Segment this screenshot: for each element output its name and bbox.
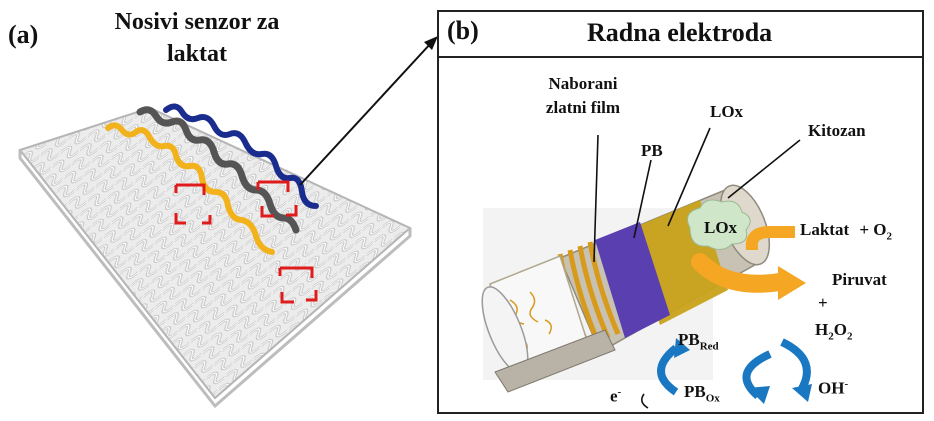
connector-arrowhead xyxy=(424,36,438,50)
pb-ox-text: PB xyxy=(684,382,706,401)
pb-red-sub: Red xyxy=(699,340,719,353)
lox-blob xyxy=(687,199,751,250)
redox-arrowhead-1 xyxy=(674,338,690,358)
pb-ox-sub: Ox xyxy=(705,392,720,405)
pb-layer xyxy=(595,222,670,338)
label-lactate: Laktat xyxy=(800,220,850,239)
marker-3 xyxy=(278,266,318,304)
lactate-arrow xyxy=(745,226,795,250)
redox-far-arc xyxy=(780,338,811,395)
electrode-markers xyxy=(174,180,318,304)
electron-sup: - xyxy=(617,386,622,398)
panel-a-letter: (a) xyxy=(8,20,39,49)
label-h2o2: H2O2 xyxy=(815,320,852,342)
redox-arrowhead-3 xyxy=(792,384,812,402)
label-lox-top: LOx xyxy=(710,102,744,121)
dark-thread xyxy=(136,106,300,234)
oh-sup: - xyxy=(844,378,849,390)
h2o2-sub1: 2 xyxy=(828,330,834,343)
marker-2 xyxy=(256,180,298,218)
electron-arrow xyxy=(640,393,649,409)
pyruvate-arrowhead xyxy=(778,266,806,300)
label-pb-red: PBRed xyxy=(678,330,719,352)
leader-lines xyxy=(593,127,801,263)
label-pb-ox: PBOx xyxy=(684,382,720,404)
h2o2-o: O xyxy=(833,320,847,339)
redox-left-arc xyxy=(657,344,679,396)
panel-b-header xyxy=(439,12,922,58)
h2o2-h: H xyxy=(815,320,829,339)
fabric-edge xyxy=(18,150,412,409)
label-pb: PB xyxy=(641,141,663,160)
label-o2-sub: 2 xyxy=(886,230,893,243)
panel-b-title: Radna elektroda xyxy=(587,18,773,47)
redox-arrowhead-2 xyxy=(748,386,770,404)
connector-arrow xyxy=(299,41,433,186)
label-lox-blob: LOx xyxy=(704,218,738,237)
label-lactate-reaction: Laktat + O2 xyxy=(800,220,892,242)
oh-text: OH xyxy=(818,378,845,398)
pyruvate-arrow xyxy=(691,253,789,293)
panel-b-frame xyxy=(437,10,924,414)
label-pyruvate: Piruvat xyxy=(832,270,887,289)
label-chitosan: Kitozan xyxy=(808,121,866,140)
blue-thread xyxy=(163,103,319,209)
marker-1 xyxy=(174,183,212,225)
panel-a-title: Nosivi senzor za laktat xyxy=(114,9,280,67)
pb-red-text: PB xyxy=(678,330,700,349)
electron-text: e xyxy=(610,386,618,406)
panel-b-letter: (b) xyxy=(447,16,479,45)
h2o2-sub2: 2 xyxy=(846,330,853,343)
base-rod xyxy=(494,329,616,393)
label-plus: + xyxy=(818,293,828,312)
label-gold-film: Naborani zlatni film xyxy=(545,74,621,117)
label-plus-o2: + O xyxy=(859,220,887,239)
label-electron: e- xyxy=(610,386,621,407)
label-oh: OH- xyxy=(818,378,848,399)
yellow-thread xyxy=(105,122,275,255)
